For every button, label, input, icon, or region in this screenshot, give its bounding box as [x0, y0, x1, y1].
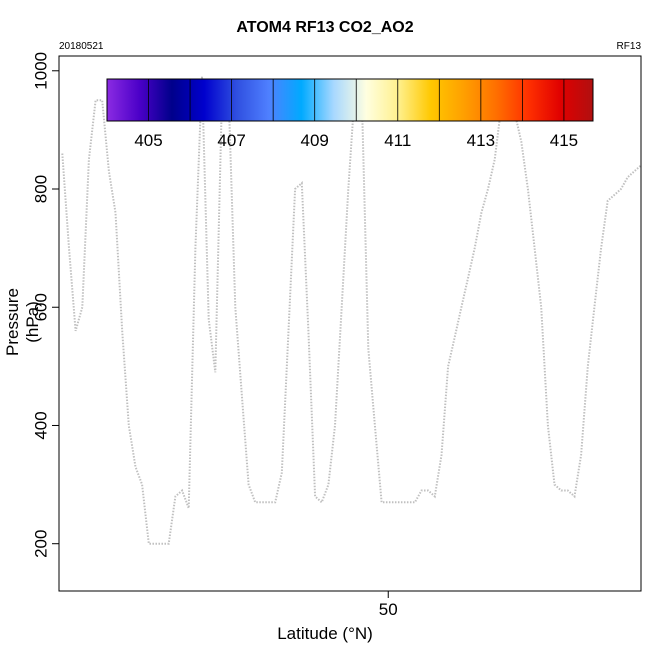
colorbar: 405 407 409 411 413 415 — [106, 78, 594, 150]
flight-label: RF13 — [616, 41, 641, 52]
x-tick-label: 50 — [379, 600, 398, 619]
y-tick-label: 400 — [31, 411, 50, 439]
y-tick-label: 800 — [31, 175, 50, 203]
chart-title: ATOM4 RF13 CO2_AO2 — [236, 19, 414, 36]
flight-track — [61, 76, 642, 545]
colorbar-bar — [106, 78, 594, 122]
colorbar-tick-label: 413 — [467, 131, 495, 150]
colorbar-tick-label: 405 — [134, 131, 162, 150]
flight-track-line — [61, 76, 642, 545]
y-axis: 200 400 600 800 1000 — [31, 52, 59, 558]
plot-frame — [58, 55, 642, 592]
date-label: 20180521 — [59, 41, 104, 52]
colorbar-tick-label: 411 — [384, 131, 411, 150]
colorbar-tick-label: 407 — [217, 131, 245, 150]
colorbar-tick-label: 415 — [550, 131, 578, 150]
y-axis-label: Pressure (hPa) — [3, 287, 42, 357]
y-tick-label: 200 — [31, 530, 50, 558]
y-tick-label: 1000 — [31, 52, 50, 90]
colorbar-tick-label: 409 — [301, 131, 329, 150]
x-axis-label: Latitude (°N) — [277, 624, 373, 643]
x-axis: 50 — [379, 591, 398, 619]
y-tick-label: 600 — [31, 293, 50, 321]
